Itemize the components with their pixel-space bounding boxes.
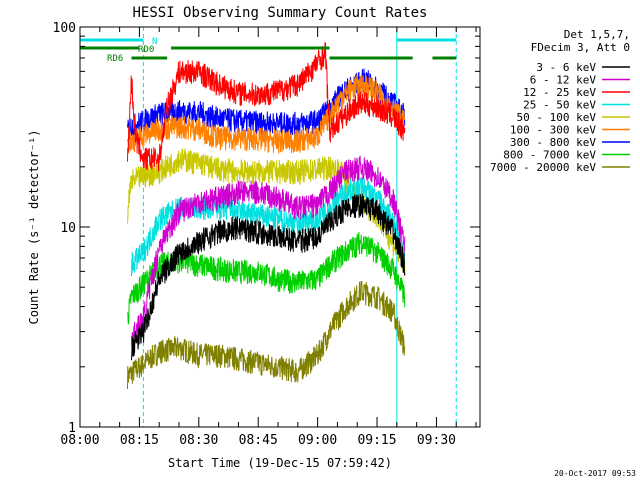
y-tick-label: 1 xyxy=(68,421,76,436)
x-tick-label: 09:15 xyxy=(357,433,396,448)
chart-title: HESSI Observing Summary Count Rates xyxy=(132,5,427,21)
series-line-5 xyxy=(127,73,406,154)
flag-bar-label-n: N xyxy=(152,37,157,47)
x-axis: 08:00 08:15 08:30 08:45 09:00 09:15 09:30 xyxy=(60,27,477,448)
flag-bar-n-segment-1 xyxy=(396,38,457,42)
flag-bar-n-segment-0 xyxy=(80,38,144,42)
legend-label-7: 800 - 7000 keV xyxy=(503,149,596,162)
flag-bar-label-rd0: RD0 xyxy=(138,45,154,55)
legend-label-6: 300 - 800 keV xyxy=(510,136,596,149)
flag-bar-rd0-segment-1 xyxy=(171,46,330,50)
flag-bar-rd0-segment-0 xyxy=(80,46,140,50)
flag-bar-rd6-segment-2 xyxy=(432,56,457,60)
series-line-6 xyxy=(127,68,406,140)
x-tick-label: 08:45 xyxy=(239,433,278,448)
legend-label-8: 7000 - 20000 keV xyxy=(490,161,596,174)
x-tick-label: 09:30 xyxy=(417,433,456,448)
legend-label-1: 6 - 12 keV xyxy=(530,74,597,87)
series-line-0 xyxy=(131,193,406,361)
flag-bar-label-rd6: RD6 xyxy=(107,54,123,64)
flag-bar-rd6-segment-0 xyxy=(131,56,168,60)
footer-date: 20-Oct-2017 09:53 xyxy=(554,469,636,478)
series-line-2 xyxy=(127,42,406,172)
series-line-8 xyxy=(127,280,406,390)
flag-bar-rd6-segment-1 xyxy=(329,56,413,60)
x-tick-label: 08:15 xyxy=(120,433,159,448)
legend-header-line-2: FDecim 3, Att 0 xyxy=(531,41,630,54)
x-tick-label: 08:00 xyxy=(60,433,99,448)
legend-header-line-1: Det 1,5,7, xyxy=(564,28,630,41)
y-tick-label: 100 xyxy=(53,21,76,36)
x-axis-label: Start Time (19-Dec-15 07:59:42) xyxy=(168,456,392,470)
y-axis-label: Count Rate (s⁻¹ detector⁻¹) xyxy=(27,129,41,324)
y-axis: 1 10 100 xyxy=(53,21,480,436)
legend-label-4: 50 - 100 keV xyxy=(517,111,597,124)
legend-label-3: 25 - 50 keV xyxy=(523,99,596,112)
x-tick-label: 08:30 xyxy=(179,433,218,448)
legend-label-5: 100 - 300 keV xyxy=(510,124,596,137)
x-tick-label: 09:00 xyxy=(298,433,337,448)
legend-label-2: 12 - 25 keV xyxy=(523,86,596,99)
legend-label-0: 3 - 6 keV xyxy=(536,61,596,74)
series-line-1 xyxy=(131,155,406,347)
y-tick-label: 10 xyxy=(60,221,76,236)
